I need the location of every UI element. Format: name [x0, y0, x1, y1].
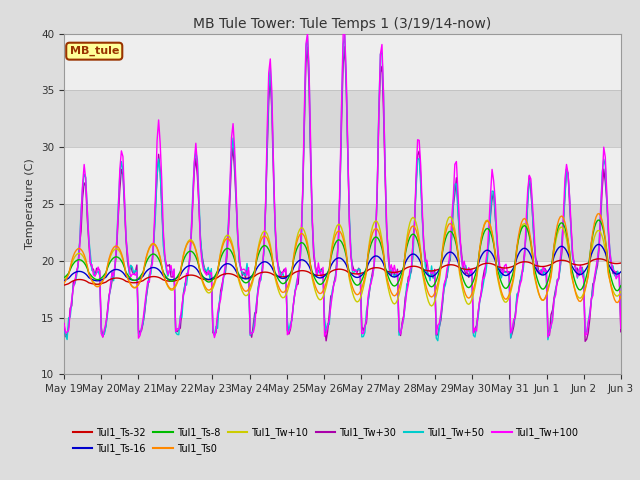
Tul1_Tw+100 [134, 336, 142, 341]
Tul1_Tw+30 [60, 321, 68, 327]
Y-axis label: Temperature (C): Temperature (C) [26, 158, 35, 250]
Tul1_Tw+50 [617, 317, 625, 323]
Tul1_Tw+10 [129, 283, 136, 289]
Tul1_Tw+10 [303, 240, 311, 246]
Tul1_Ts0 [586, 256, 594, 262]
Tul1_Ts-16 [228, 262, 236, 268]
Tul1_Ts-8 [614, 288, 621, 294]
Tul1_Tw+10 [226, 235, 234, 240]
Tul1_Ts-32 [60, 282, 68, 288]
Tul1_Ts-8 [254, 253, 262, 259]
Tul1_Ts-16 [595, 241, 603, 247]
Tul1_Tw+100 [228, 135, 236, 141]
Tul1_Ts-8 [617, 283, 625, 288]
Tul1_Ts-32 [595, 256, 603, 262]
Bar [64, 204, 621, 261]
Tul1_Ts-8 [60, 275, 68, 280]
Tul1_Ts0 [60, 280, 68, 286]
Legend: Tul1_Ts-32, Tul1_Ts-16, Tul1_Ts-8, Tul1_Ts0, Tul1_Tw+10, Tul1_Tw+30, Tul1_Tw+50,: Tul1_Ts-32, Tul1_Ts-16, Tul1_Ts-8, Tul1_… [69, 423, 582, 458]
Tul1_Tw+30 [244, 268, 252, 274]
Bar [64, 147, 621, 204]
Line: Tul1_Ts-8: Tul1_Ts-8 [64, 220, 621, 291]
Tul1_Tw+30 [589, 281, 596, 287]
Tul1_Ts-8 [244, 279, 252, 285]
Tul1_Tw+30 [303, 44, 311, 50]
Tul1_Tw+30 [226, 196, 234, 202]
Tul1_Ts-16 [130, 277, 138, 283]
Tul1_Tw+100 [303, 31, 311, 36]
Line: Tul1_Tw+10: Tul1_Tw+10 [64, 217, 621, 306]
Tul1_Ts-32 [617, 260, 625, 266]
Bar [64, 318, 621, 374]
Tul1_Tw+100 [246, 331, 254, 337]
Line: Tul1_Ts0: Tul1_Ts0 [64, 214, 621, 302]
Tul1_Ts0 [129, 284, 136, 289]
Tul1_Ts-8 [595, 217, 603, 223]
Tul1_Tw+50 [244, 274, 252, 280]
Tul1_Ts-32 [586, 259, 594, 265]
Tul1_Tw+30 [254, 287, 262, 293]
Tul1_Tw+10 [428, 303, 435, 309]
Tul1_Tw+50 [434, 338, 442, 344]
Tul1_Ts0 [614, 300, 621, 305]
Tul1_Ts-16 [60, 278, 68, 284]
Tul1_Tw+50 [341, 33, 349, 38]
Tul1_Ts-8 [586, 253, 594, 259]
Tul1_Ts-16 [246, 275, 254, 280]
Line: Tul1_Tw+100: Tul1_Tw+100 [64, 34, 621, 338]
Tul1_Tw+50 [589, 285, 596, 291]
Tul1_Tw+50 [303, 34, 311, 39]
Tul1_Tw+50 [129, 264, 136, 270]
Tul1_Tw+50 [60, 328, 68, 334]
Title: MB Tule Tower: Tule Temps 1 (3/19/14-now): MB Tule Tower: Tule Temps 1 (3/19/14-now… [193, 17, 492, 31]
Tul1_Tw+10 [589, 240, 596, 246]
Tul1_Tw+100 [129, 271, 136, 277]
Tul1_Tw+10 [254, 246, 262, 252]
Tul1_Ts0 [254, 249, 262, 254]
Tul1_Ts-8 [226, 247, 234, 252]
Tul1_Ts-16 [93, 278, 100, 284]
Tul1_Ts-32 [226, 271, 234, 276]
Tul1_Ts-32 [303, 269, 311, 275]
Tul1_Tw+30 [341, 44, 349, 49]
Tul1_Tw+100 [307, 140, 314, 145]
Tul1_Tw+100 [589, 293, 596, 299]
Tul1_Ts-32 [244, 275, 252, 281]
Bar [64, 261, 621, 318]
Tul1_Tw+50 [254, 287, 262, 293]
Tul1_Ts0 [303, 243, 311, 249]
Tul1_Ts0 [244, 287, 252, 292]
Tul1_Ts-16 [305, 263, 313, 269]
Tul1_Tw+30 [129, 269, 136, 275]
Bar [64, 34, 621, 90]
Tul1_Ts-32 [254, 271, 262, 277]
Tul1_Ts0 [617, 293, 625, 299]
Tul1_Ts0 [226, 238, 234, 243]
Text: MB_tule: MB_tule [70, 46, 119, 56]
Tul1_Tw+30 [581, 338, 589, 344]
Bar [64, 90, 621, 147]
Tul1_Ts0 [595, 211, 603, 216]
Tul1_Tw+100 [60, 321, 68, 326]
Line: Tul1_Ts-32: Tul1_Ts-32 [64, 259, 621, 285]
Tul1_Ts-8 [129, 277, 136, 283]
Line: Tul1_Tw+50: Tul1_Tw+50 [64, 36, 621, 341]
Tul1_Tw+10 [446, 214, 454, 220]
Tul1_Tw+50 [226, 184, 234, 190]
Tul1_Tw+10 [244, 291, 252, 297]
Tul1_Ts-8 [303, 249, 311, 254]
Line: Tul1_Tw+30: Tul1_Tw+30 [64, 47, 621, 341]
Tul1_Tw+30 [617, 329, 625, 335]
Tul1_Ts-16 [255, 262, 263, 267]
Tul1_Ts-32 [129, 280, 136, 286]
Line: Tul1_Ts-16: Tul1_Ts-16 [64, 244, 621, 281]
Tul1_Tw+10 [60, 277, 68, 283]
Tul1_Tw+100 [617, 325, 625, 331]
Tul1_Ts-16 [588, 252, 595, 257]
Tul1_Tw+10 [617, 288, 625, 294]
Tul1_Ts-16 [617, 269, 625, 275]
Tul1_Tw+100 [255, 282, 263, 288]
